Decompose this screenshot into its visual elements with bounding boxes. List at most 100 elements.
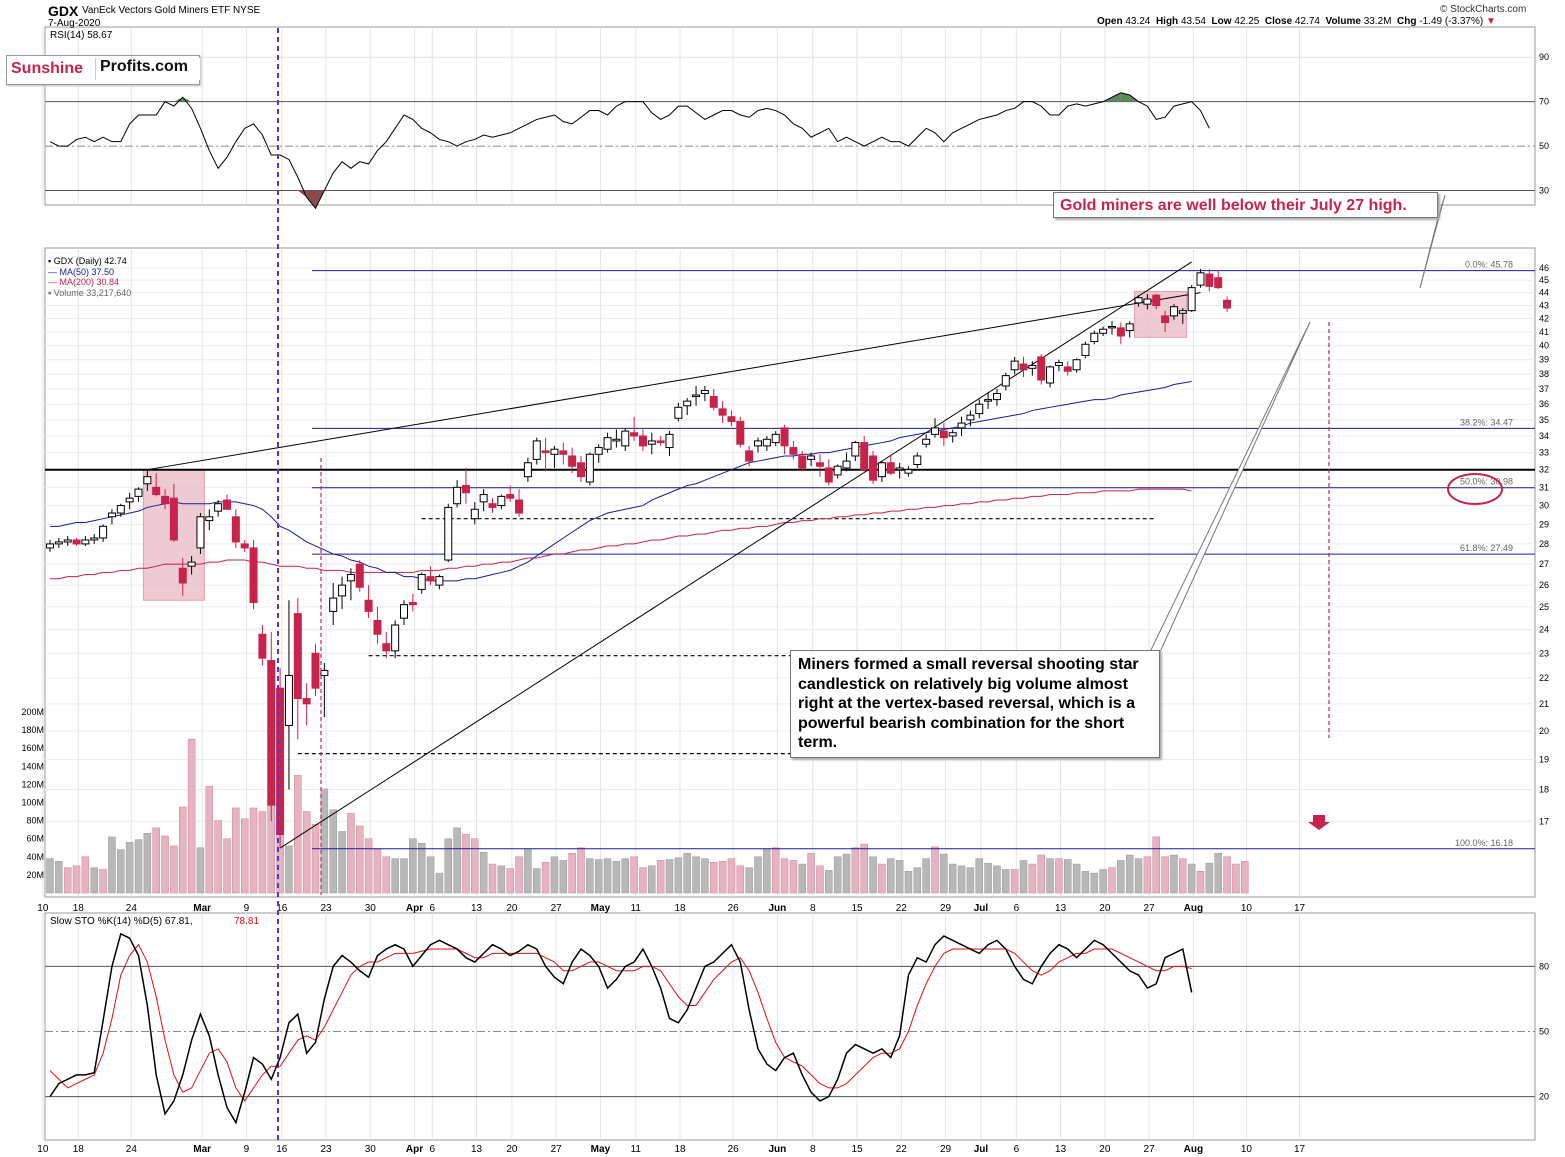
volume-bar-50 bbox=[488, 863, 497, 894]
x-tick-price-6: 23 bbox=[320, 903, 332, 914]
x-tick-price-10: 13 bbox=[471, 903, 483, 914]
candle-body-14 bbox=[169, 497, 178, 541]
volume-bar-29 bbox=[302, 811, 311, 894]
volume-bar-116 bbox=[1072, 863, 1081, 894]
x-tick-sto-12: 27 bbox=[551, 1144, 563, 1155]
candle-body-57 bbox=[550, 448, 559, 455]
candle-body-13 bbox=[161, 495, 170, 505]
candle-body-83 bbox=[780, 427, 789, 447]
volume-bar-106 bbox=[984, 862, 992, 894]
price-legend: ▪ GDX (Daily) 42.74 — MA(50) 37.50 — MA(… bbox=[48, 256, 131, 298]
x-tick-sto-27: Aug bbox=[1184, 1144, 1203, 1155]
x-tick-sto-1: 18 bbox=[73, 1144, 85, 1155]
candle-body-28 bbox=[293, 613, 302, 700]
volume-bar-4 bbox=[81, 856, 90, 894]
x-tick-sto-8: Apr bbox=[406, 1144, 423, 1155]
candle-body-54 bbox=[523, 462, 532, 478]
price-tick-17: 29 bbox=[1539, 519, 1549, 529]
x-tick-price-13: May bbox=[591, 903, 611, 914]
trend-line-1 bbox=[279, 261, 1192, 849]
volume-bar-72 bbox=[683, 852, 691, 894]
volume-bar-70 bbox=[665, 859, 674, 894]
volume-bar-129 bbox=[1187, 863, 1196, 894]
candle-body-42 bbox=[417, 574, 426, 590]
candle-body-97 bbox=[904, 469, 913, 474]
x-tick-price-11: 20 bbox=[506, 903, 518, 914]
volume-bar-57 bbox=[550, 856, 559, 894]
x-tick-price-2: 24 bbox=[126, 903, 138, 914]
sto-title-k: Slow STO %K(14) %D(5) 67.81, bbox=[50, 916, 193, 927]
sto-k-line bbox=[49, 932, 1193, 1125]
volume-bar-56 bbox=[541, 861, 550, 894]
volume-bar-119 bbox=[1099, 869, 1107, 894]
logo-part2: Profits.com bbox=[95, 58, 200, 80]
volume-bar-101 bbox=[940, 853, 948, 894]
panel-frame-2 bbox=[44, 912, 1536, 1141]
candle-body-91 bbox=[851, 442, 860, 457]
x-tick-price-5: 16 bbox=[276, 903, 288, 914]
volume-bar-12 bbox=[152, 827, 160, 894]
x-tick-sto-14: 11 bbox=[631, 1144, 642, 1155]
x-tick-sto-18: 8 bbox=[810, 1144, 816, 1155]
candle-body-56 bbox=[541, 450, 550, 454]
volume-bar-88 bbox=[825, 870, 833, 894]
volume-bar-33 bbox=[338, 831, 346, 894]
x-tick-sto-4: 9 bbox=[244, 1144, 250, 1155]
volume-bar-24 bbox=[258, 811, 267, 894]
x-tick-sto-2: 24 bbox=[126, 1144, 138, 1155]
price-tick-7: 39 bbox=[1539, 355, 1549, 365]
candle-body-50 bbox=[488, 503, 497, 508]
price-tick-22: 24 bbox=[1539, 625, 1549, 635]
candle-body-76 bbox=[718, 408, 727, 416]
candle-body-41 bbox=[408, 601, 417, 606]
candle-body-60 bbox=[577, 462, 585, 478]
volume-bar-15 bbox=[179, 806, 187, 894]
x-tick-sto-23: 6 bbox=[1014, 1144, 1020, 1155]
volume-bar-120 bbox=[1108, 867, 1116, 894]
volume-bar-49 bbox=[479, 852, 488, 894]
x-tick-sto-25: 20 bbox=[1099, 1144, 1111, 1155]
volume-bar-80 bbox=[754, 856, 762, 894]
candle-body-55 bbox=[532, 440, 541, 460]
candle-body-114 bbox=[1054, 362, 1063, 366]
candle-body-67 bbox=[638, 435, 647, 447]
candle-body-10 bbox=[134, 488, 143, 497]
candle-body-103 bbox=[957, 422, 966, 429]
ohlc-readout: Open 43.24 High 43.54 Low 42.25 Close 42… bbox=[1097, 16, 1496, 27]
candle-body-25 bbox=[267, 660, 276, 806]
price-tick-4: 42 bbox=[1539, 314, 1549, 324]
volume-bar-134 bbox=[1232, 863, 1240, 894]
candle-body-123 bbox=[1134, 297, 1143, 304]
candle-body-58 bbox=[559, 450, 568, 455]
x-tick-price-21: 29 bbox=[940, 903, 952, 914]
candle-body-43 bbox=[426, 576, 435, 582]
candle-body-94 bbox=[877, 462, 886, 478]
volume-bar-69 bbox=[656, 860, 665, 894]
x-tick-price-18: 8 bbox=[810, 903, 816, 914]
price-tick-1: 45 bbox=[1539, 275, 1549, 285]
volume-bar-98 bbox=[913, 867, 922, 894]
volume-bar-13 bbox=[161, 835, 169, 894]
x-tick-price-22: Jul bbox=[974, 903, 989, 914]
panel-frame-1 bbox=[44, 247, 1536, 898]
candle-body-111 bbox=[1028, 364, 1037, 369]
candle-body-45 bbox=[444, 506, 453, 561]
volume-bar-40 bbox=[400, 858, 408, 894]
candle-body-125 bbox=[1152, 294, 1161, 306]
rsi-tick-2: 50 bbox=[1539, 141, 1549, 151]
volume-bar-17 bbox=[196, 847, 205, 894]
candle-body-105 bbox=[975, 403, 984, 415]
volume-bar-6 bbox=[99, 869, 107, 894]
candle-body-49 bbox=[479, 494, 488, 503]
candle-body-15 bbox=[178, 567, 187, 584]
fib-label-3: 61.8%: 27.49 bbox=[1460, 543, 1513, 553]
candle-body-32 bbox=[329, 597, 338, 612]
volume-bar-73 bbox=[692, 856, 700, 894]
volume-bar-122 bbox=[1125, 854, 1134, 894]
volume-bar-7 bbox=[108, 836, 116, 894]
candle-body-29 bbox=[302, 698, 311, 705]
x-tick-sto-10: 13 bbox=[471, 1144, 483, 1155]
vol-tick-4: 100M bbox=[21, 798, 44, 808]
candle-body-5 bbox=[90, 537, 99, 541]
